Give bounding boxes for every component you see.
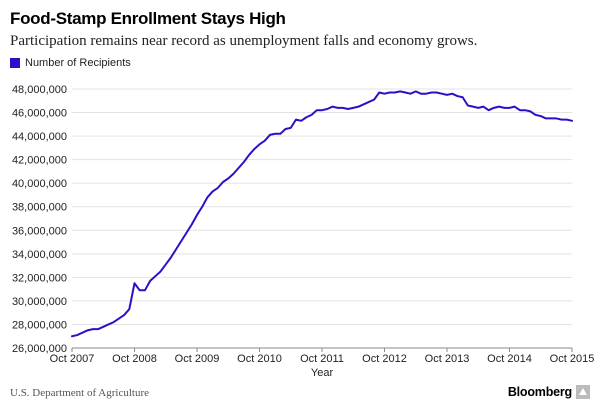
x-tick-label: Oct 2007 xyxy=(50,353,95,365)
chart-title: Food-Stamp Enrollment Stays High xyxy=(10,9,286,28)
y-tick-label: 46,000,000 xyxy=(12,108,67,120)
y-tick-label: 44,000,000 xyxy=(12,131,67,143)
y-tick-label: 42,000,000 xyxy=(12,155,67,167)
y-tick-label: 28,000,000 xyxy=(12,319,67,331)
x-tick-label: Oct 2015 xyxy=(550,353,595,365)
source-note: U.S. Department of Agriculture xyxy=(10,387,149,399)
x-tick-label: Oct 2010 xyxy=(237,353,282,365)
series-line-recipients xyxy=(71,90,573,338)
y-tick-label: 36,000,000 xyxy=(12,225,67,237)
y-tick-label: 40,000,000 xyxy=(12,178,67,190)
legend: Number of Recipients xyxy=(10,57,131,69)
x-tick-label: Oct 2009 xyxy=(175,353,220,365)
y-tick-label: 34,000,000 xyxy=(12,249,67,261)
y-tick-label: 32,000,000 xyxy=(12,272,67,284)
y-tick-label: 26,000,000 xyxy=(12,343,67,355)
bloomberg-logo: Bloomberg xyxy=(507,385,572,399)
x-axis-title: Year xyxy=(311,367,334,379)
x-tick-label: Oct 2012 xyxy=(362,353,407,365)
x-tick-label: Oct 2013 xyxy=(425,353,470,365)
legend-label: Number of Recipients xyxy=(25,57,131,69)
x-tick-label: Oct 2008 xyxy=(112,353,157,365)
bloomberg-logo-icon xyxy=(576,385,590,399)
legend-swatch xyxy=(10,58,20,68)
x-tick-label: Oct 2011 xyxy=(300,353,344,365)
x-tick-label: Oct 2014 xyxy=(487,353,532,365)
y-tick-label: 48,000,000 xyxy=(12,84,67,96)
y-tick-label: 38,000,000 xyxy=(12,202,67,214)
y-tick-label: 30,000,000 xyxy=(12,296,67,308)
chart-subtitle: Participation remains near record as une… xyxy=(10,33,478,49)
